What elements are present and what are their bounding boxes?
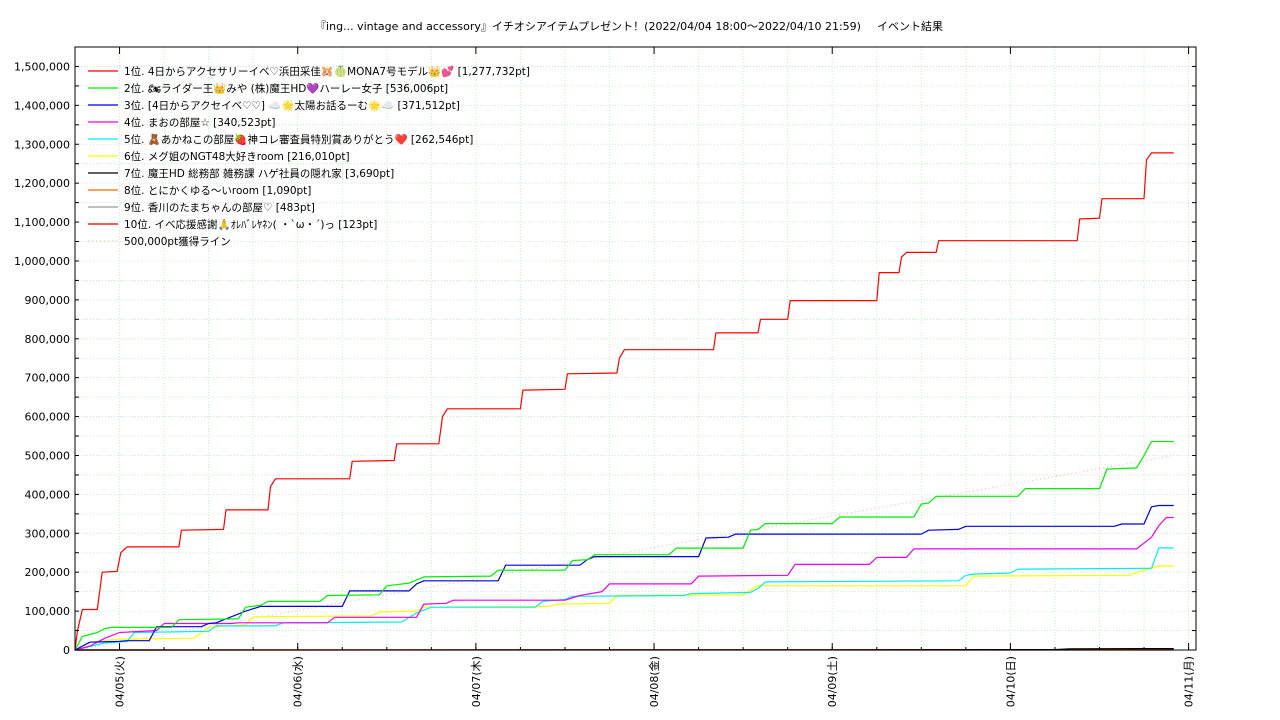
y-tick-label: 800,000: [25, 333, 71, 346]
legend-label: 9位. 香川のたまちゃんの部屋♡ [483pt]: [124, 201, 315, 214]
legend-label: 6位. メグ姐のNGT48大好きroom [216,010pt]: [124, 150, 350, 163]
y-tick-label: 1,200,000: [14, 177, 70, 190]
y-tick-label: 300,000: [25, 527, 71, 540]
series-line: [74, 516, 1174, 651]
x-tick-label: 04/06(水): [292, 656, 305, 707]
x-tick-label: 04/08(金): [647, 656, 661, 707]
series-line: [74, 152, 1174, 651]
x-tick-label: 04/10(日): [1004, 656, 1017, 707]
legend-label: 5位. 🧸あかねこの部屋🍓神コレ審査員特別賞ありがとう❤️ [262,546pt…: [124, 133, 473, 146]
plot-frame: [74, 46, 1197, 651]
y-tick-label: 100,000: [25, 605, 71, 618]
x-tick-label: 04/05(火): [114, 656, 127, 707]
y-tick-label: 1,300,000: [14, 138, 70, 151]
x-tick-label: 04/09(土): [826, 656, 839, 707]
axis-ticks: 0 100,000 200,000 300,000 400,000 500,000 600,…: [14, 46, 1196, 707]
legend-label: 8位. とにかくゆる〜いroom [1,090pt]: [124, 184, 311, 197]
y-tick-label: 500,000: [25, 449, 71, 462]
y-tick-label: 600,000: [25, 411, 71, 424]
legend-label: 4位. まおの部屋☆ [340,523pt]: [124, 116, 276, 129]
legend-label: 7位. 魔王HD 総務部 雑務課 ハゲ社員の隠れ家 [3,690pt]: [124, 167, 394, 180]
chart-title: 『ing... vintage and accessory』イチオシアイテムプレ…: [315, 20, 861, 33]
series-line: [74, 440, 1174, 651]
legend-label: 2位. 🏍ライダー王👑みや (株)魔王HD💜ハーレー女子 [536,006pt]: [124, 82, 448, 95]
x-tick-label: 04/11(月): [1183, 656, 1196, 707]
legend-label: 1位. 4日からアクセサリーイベ♡浜田采佳🐹🍈MONA7号モデル👑💕 [1,27…: [124, 65, 530, 78]
legend-label: 10位. イベ応援感謝🙏ｵﾚﾊﾞﾚﾔﾈﾝ( ・`ω・´)っ [123pt]: [124, 218, 377, 231]
y-tick-label: 1,100,000: [14, 216, 70, 229]
y-tick-label: 1,400,000: [14, 99, 70, 112]
series-line: [74, 547, 1174, 651]
y-tick-label: 200,000: [25, 566, 71, 579]
y-tick-label: 700,000: [25, 372, 71, 385]
y-tick-label: 0: [63, 644, 70, 657]
y-tick-label: 400,000: [25, 488, 71, 501]
legend: 1位. 4日からアクセサリーイベ♡浜田采佳🐹🍈MONA7号モデル👑💕 [1,27…: [88, 65, 530, 248]
legend-label: 500,000pt獲得ライン: [124, 235, 231, 248]
series-line: [74, 565, 1174, 651]
x-tick-label: 04/07(木): [470, 656, 483, 707]
series-line: [74, 504, 1174, 651]
chart-subtitle: イベント結果: [877, 19, 943, 33]
y-tick-label: 900,000: [25, 294, 71, 307]
y-tick-label: 1,000,000: [14, 255, 70, 268]
legend-label: 3位. [4日からアクセイベ♡♡] ☁️🌟太陽お話るーむ🌟☁️ [371,512…: [124, 99, 460, 112]
y-tick-label: 1,500,000: [14, 60, 70, 73]
